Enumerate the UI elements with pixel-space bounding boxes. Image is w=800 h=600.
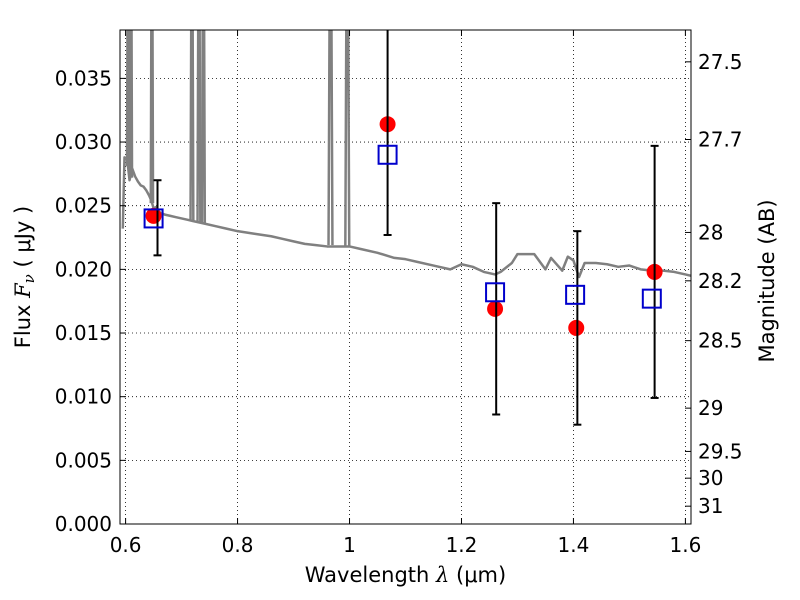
y2-tick-label: 28 [698, 220, 723, 244]
y2-tick-label: 30 [698, 466, 723, 490]
observed-flux-point [145, 207, 162, 224]
model-photometry-square [143, 208, 164, 229]
y-axis-label: Flux Fν ( μJy ) [11, 206, 38, 348]
y2-tick-label: 28.5 [698, 329, 743, 353]
y-tick-label: 0.005 [55, 448, 112, 472]
x-axis-label: Wavelength λ (μm) [305, 563, 506, 587]
x-tick-label: 0.8 [222, 533, 254, 557]
y2-tick-label: 27.7 [698, 127, 743, 151]
spectrum-spike [125, 30, 131, 167]
y2-tick-label: 29 [698, 396, 723, 420]
y-tick-label: 0.025 [55, 194, 112, 218]
spectrum-spike [327, 30, 334, 246]
model-photometry-square [641, 288, 662, 309]
y-tick-label: 0.015 [55, 321, 112, 345]
plot-frame [119, 29, 692, 525]
y2-tick-label: 27.5 [698, 50, 743, 74]
y-tick-label: 0.035 [55, 66, 112, 90]
model-spectrum-line [121, 156, 691, 279]
spectrum-spike [200, 30, 207, 224]
x-tick-label: 1.2 [446, 533, 478, 557]
axis-ticks: 0.6 0.8 1 1.2 1.4 1.6 0.000 0.005 0.010 0.015 0.02… [55, 30, 743, 557]
y-tick-label: 0.010 [55, 385, 112, 409]
spectrum-spike [344, 30, 351, 247]
observed-flux-point [487, 300, 504, 317]
x-tick-label: 1.4 [558, 533, 590, 557]
observed-flux-point [568, 319, 585, 336]
right-axis-label: Magnitude (AB) [755, 199, 779, 362]
y2-tick-label: 31 [698, 494, 723, 518]
model-photometry-square [377, 144, 398, 165]
plot-area [121, 30, 691, 426]
x-tick-label: 0.6 [110, 533, 142, 557]
x-tick-label: 1.6 [669, 533, 701, 557]
spectrum-spike [189, 30, 195, 221]
y2-tick-label: 29.5 [698, 439, 743, 463]
spectrum-spike [128, 30, 134, 178]
spectrum-spike [196, 30, 202, 223]
y-tick-label: 0.000 [55, 512, 112, 536]
model-photometry-square [565, 284, 586, 305]
model-photometry-square [485, 282, 506, 303]
spectrum-spike [149, 30, 155, 204]
y2-tick-label: 28.2 [698, 269, 743, 293]
y-tick-label: 0.020 [55, 257, 112, 281]
x-tick-label: 1 [343, 533, 356, 557]
y-tick-label: 0.030 [55, 130, 112, 154]
